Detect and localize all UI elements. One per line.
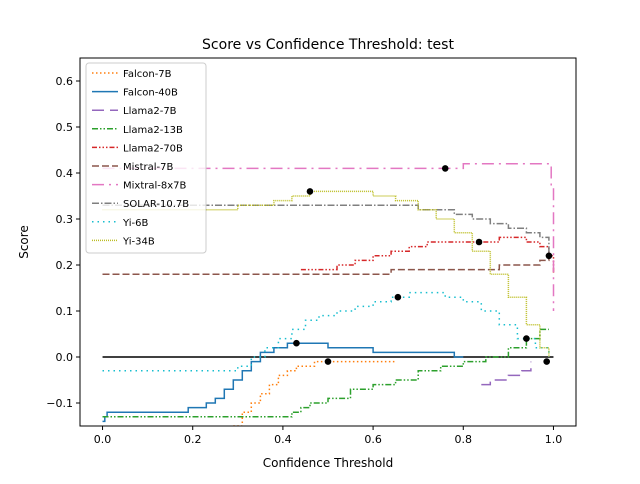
y-tick-label: 0.5 [56,121,74,134]
threshold-marker-8 [543,358,550,365]
y-tick-label: 0.1 [56,305,74,318]
legend-label-solar-10-7b: SOLAR-10.7B [123,199,189,210]
x-tick-label: 0.6 [364,433,382,446]
x-axis-label: Confidence Threshold [263,456,393,470]
legend-label-mistral-7b: Mistral-7B [123,162,174,173]
chart-title: Score vs Confidence Threshold: test [202,37,454,53]
legend-items: Falcon-7B Falcon-40B Llama2-7B Llama2-13B Ll… [92,69,189,247]
y-tick-label: 0.0 [56,351,74,364]
series-line-falcon-7b [233,360,396,426]
series-line-falcon-40b [102,342,464,423]
series-line-yi-6b [102,291,550,372]
legend: Falcon-7B Falcon-40B Llama2-7B Llama2-13B Ll… [85,62,207,254]
y-tick-label: 0.4 [56,167,74,180]
legend-label-yi-6b: Yi-6B [122,218,149,229]
threshold-marker-1 [293,339,300,347]
legend-label-llama2-70b: Llama2-70B [123,143,183,154]
series-line-yi-34b [102,190,550,357]
legend-label-yi-34b: Yi-34B [122,236,155,247]
threshold-marker-9 [545,252,553,260]
threshold-marker-5 [441,165,449,172]
x-tick-label: 0.8 [455,433,473,446]
legend-label-mixtral-8x7b: Mixtral-8x7B [123,181,187,192]
series-line-llama2-7b [481,361,532,386]
plot-frame [79,57,577,427]
y-tick-label: 0.2 [56,259,74,272]
y-tick-label: −0.1 [46,397,73,410]
series-line-solar-10-7b [102,204,550,256]
x-tick-label: 1.0 [545,433,563,446]
legend-label-falcon-40b: Falcon-40B [123,88,178,99]
x-tick-label: 0.0 [94,433,112,446]
series-line-mixtral-8x7b [102,163,555,311]
ticks-layer: 0.0 0.2 0.4 0.6 0.8 1.0 −0.1 0.0 0.1 0.2 0.3 0.4 0.5… [46,75,562,446]
y-axis-label: Score [17,225,31,259]
threshold-marker-2 [324,358,332,365]
threshold-marker-4 [394,293,402,301]
legend-label-llama2-13b: Llama2-13B [123,125,183,136]
legend-label-llama2-7b: Llama2-7B [123,106,177,117]
x-tick-label: 0.2 [184,433,202,446]
y-tick-label: 0.6 [56,75,74,88]
threshold-marker-7 [523,335,530,342]
legend-label-falcon-7b: Falcon-7B [123,69,172,80]
series-line-mistral-7b [102,255,550,275]
series-line-llama2-13b [102,328,549,418]
x-tick-label: 0.4 [274,433,292,446]
threshold-marker-6 [475,238,483,246]
plot-layer [102,163,555,426]
y-tick-label: 0.3 [56,213,74,226]
threshold-marker-3 [306,188,314,195]
